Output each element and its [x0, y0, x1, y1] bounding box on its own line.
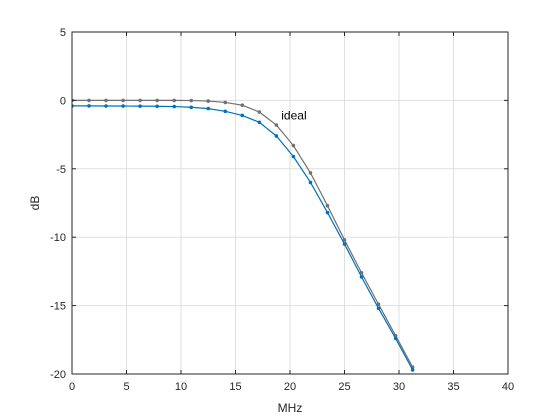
series-1-point [325, 203, 330, 208]
series-2-point [291, 154, 296, 159]
x-tick-label: 40 [502, 381, 514, 393]
y-tick-label: 0 [60, 95, 66, 107]
series-1-point [121, 98, 125, 103]
series-2-point [189, 105, 194, 110]
series-1-point [240, 103, 245, 107]
series-2-point [410, 368, 415, 372]
y-tick-label: -5 [56, 164, 66, 176]
series-2-point [206, 106, 211, 111]
series-1-point [206, 99, 211, 103]
series-1-point [104, 98, 108, 103]
series-2-point [325, 210, 330, 215]
series-2-point [376, 306, 381, 311]
series-2-point [308, 180, 313, 185]
series-1-point [342, 238, 347, 242]
series-2-point [223, 109, 228, 114]
x-tick-label: 15 [229, 381, 241, 393]
series-1-point [359, 270, 364, 275]
x-tick-label: 10 [175, 381, 187, 393]
series-2-point [393, 336, 398, 341]
series-2-point [257, 120, 262, 125]
series-2-point [87, 104, 91, 108]
series-1-point [274, 123, 279, 127]
series-2-point [138, 104, 142, 108]
series-1-point [291, 143, 296, 148]
x-tick-label: 0 [69, 381, 75, 393]
series-1-point [223, 100, 228, 105]
series-1-point [172, 98, 177, 103]
series-1-point [87, 98, 91, 103]
x-tick-label: 20 [284, 381, 296, 393]
x-axis-label: MHz [278, 401, 303, 415]
y-tick-label: 5 [60, 27, 66, 39]
series-2-point [359, 275, 364, 279]
x-tick-label: 25 [338, 381, 350, 393]
y-tick-label: -20 [50, 369, 66, 381]
series-1-point [308, 171, 313, 175]
y-tick-label: -15 [50, 301, 66, 313]
x-tick-label: 5 [123, 381, 129, 393]
y-tick-label: -10 [50, 232, 66, 244]
series-group [72, 98, 415, 372]
series-2-point [240, 113, 245, 118]
series-2-point [342, 242, 347, 246]
series-2-point [274, 134, 279, 138]
series-2-point [155, 104, 159, 109]
series-2-point [104, 104, 108, 108]
series-2-point [121, 104, 125, 108]
series-2-point [172, 104, 177, 109]
x-tick-label: 30 [393, 381, 405, 393]
annotation-text: ideal [281, 108, 306, 122]
x-tick-label: 35 [447, 381, 459, 393]
series-1-point [376, 302, 381, 307]
y-axis-label: dB [28, 196, 42, 211]
plot-area: 0 5 10 15 20 25 30 35 40 -20 -15 -10 -5 0 5 MHz dB ideal [28, 27, 514, 415]
series-1-point [257, 110, 262, 114]
series-1-point [138, 98, 142, 103]
series-1-point [155, 98, 159, 103]
series-1-point [189, 98, 194, 103]
